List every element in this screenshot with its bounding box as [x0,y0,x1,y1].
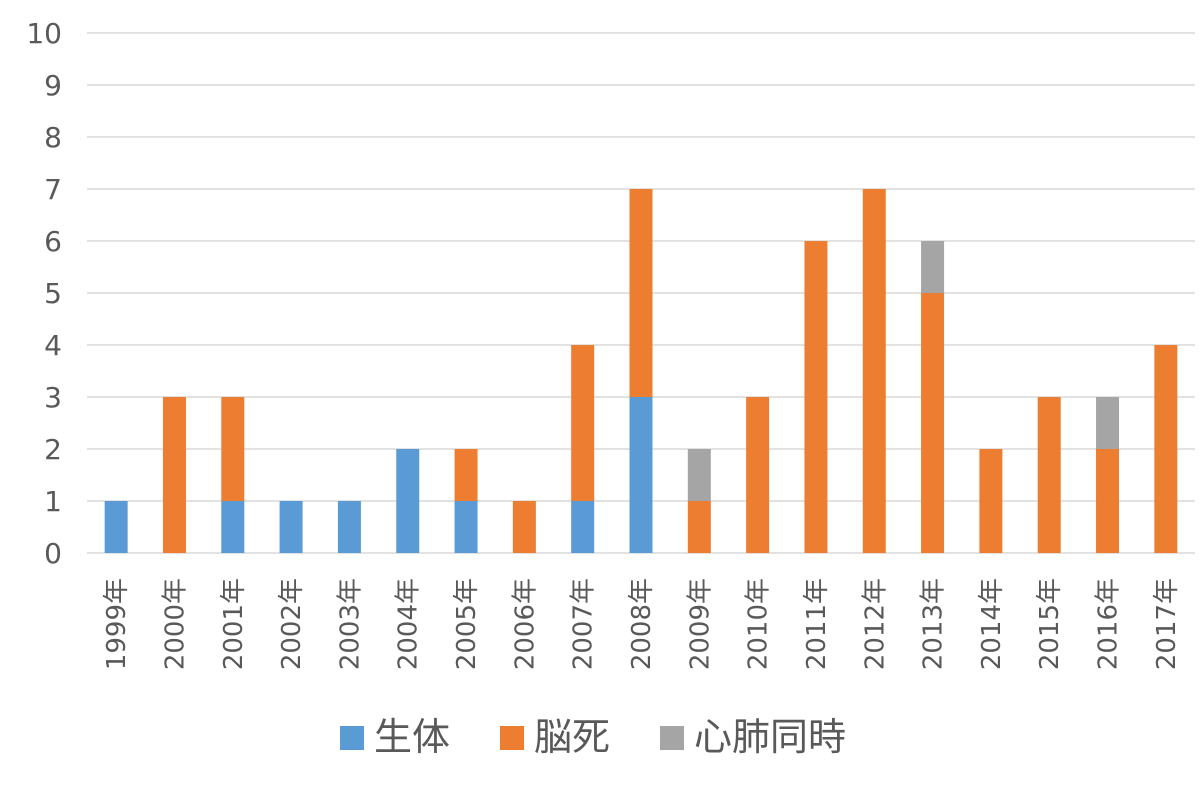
x-tick-label: 2010年 [744,578,774,670]
bar-segment [921,293,945,553]
legend-swatch [660,726,684,750]
bar-segment [629,397,653,553]
bar-segment [337,501,361,553]
legend: 生体 脳死 心肺同時 [340,715,846,759]
bar-segment [221,501,245,553]
x-tick-label: 2007年 [569,578,599,670]
y-tick-label: 4 [44,329,62,362]
x-tick-label: 2002年 [277,578,307,670]
bar-segment [1096,449,1120,553]
legend-label: 生体 [374,715,450,759]
bar-segment [979,449,1003,553]
x-tick-label: 2012年 [860,578,890,670]
y-axis-tick-labels: 0 1 2 3 4 5 6 7 8 9 10 [26,17,62,570]
y-tick-label: 5 [44,277,62,310]
y-tick-label: 7 [44,173,62,206]
x-tick-label: 2011年 [802,578,832,670]
y-tick-label: 1 [44,485,62,518]
bar-segment [804,241,828,553]
bar-segment [396,449,420,553]
bar-segment [454,501,478,553]
x-tick-label: 2013年 [919,578,949,670]
bar-segment [571,501,595,553]
bars [104,189,1178,553]
bar-segment [687,449,711,501]
bar-segment [921,241,945,293]
y-tick-label: 8 [44,121,62,154]
x-tick-label: 2000年 [160,578,190,670]
bar-segment [687,501,711,553]
legend-label: 心肺同時 [694,715,846,759]
y-tick-label: 6 [44,225,62,258]
x-tick-label: 2017年 [1152,578,1182,670]
y-tick-label: 2 [44,433,62,466]
y-tick-label: 9 [44,69,62,102]
x-tick-label: 1999年 [102,578,132,670]
x-tick-label: 2009年 [685,578,715,670]
bar-segment [571,345,595,501]
bar-segment [1154,345,1178,553]
bar-segment [279,501,303,553]
x-tick-label: 2004年 [394,578,424,670]
x-tick-label: 2014年 [977,578,1007,670]
bar-segment [162,397,186,553]
legend-swatch [500,726,524,750]
bar-segment [1037,397,1061,553]
bar-segment [862,189,886,553]
y-tick-label: 0 [44,537,62,570]
x-tick-label: 2008年 [627,578,657,670]
bar-segment [512,501,536,553]
x-tick-label: 2016年 [1094,578,1124,670]
bar-segment [629,189,653,397]
x-axis-tick-labels: 1999年 2000年 2001年 2002年 2003年 2004年 2005年 2006年… [102,578,1182,670]
legend-label: 脳死 [534,715,610,759]
x-tick-label: 2015年 [1035,578,1065,670]
bar-segment [1096,397,1120,449]
legend-swatch [340,726,364,750]
bar-segment [454,449,478,501]
bar-segment [221,397,245,501]
y-tick-label: 10 [26,17,62,50]
x-tick-label: 2001年 [219,578,249,670]
x-tick-label: 2005年 [452,578,482,670]
bar-segment [746,397,770,553]
x-tick-label: 2003年 [335,578,365,670]
bar-segment [104,501,128,553]
y-tick-label: 3 [44,381,62,414]
x-tick-label: 2006年 [510,578,540,670]
